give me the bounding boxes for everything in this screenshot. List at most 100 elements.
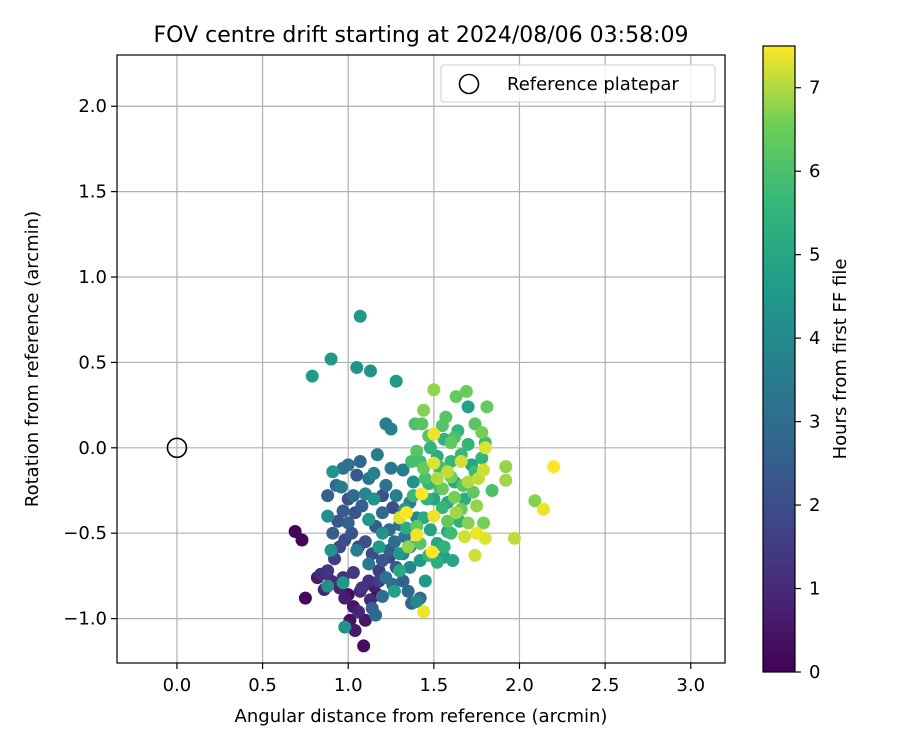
data-point [375,506,389,520]
colorbar-tick-label: 0 [809,662,820,683]
data-point [321,579,335,593]
colorbar: 0 1 2 3 4 5 6 7 Hours from first FF file [762,45,851,683]
colorbar-ticks: 0 1 2 3 4 5 6 7 [795,78,820,683]
data-point [355,499,369,513]
data-point [475,425,489,439]
data-point [338,591,352,605]
data-point [375,589,389,603]
y-tick-label: −1.0 [63,609,107,630]
data-point [499,460,513,474]
data-point [321,509,335,523]
data-point [351,605,365,619]
data-point [350,468,364,482]
colorbar-tick-label: 3 [809,412,820,433]
data-point [418,472,432,486]
data-point [475,451,489,465]
x-tick-label: 1.0 [334,675,363,696]
data-point [346,565,360,579]
data-point [384,461,398,475]
data-point [355,581,369,595]
data-point [444,436,458,450]
data-point [358,535,372,549]
data-point [439,410,453,424]
x-tick-label: 0.5 [248,675,277,696]
data-point [437,540,451,554]
x-axis-ticks: 0.0 0.5 1.0 1.5 2.0 2.5 3.0 [163,663,705,696]
x-tick-label: 2.0 [505,675,534,696]
data-point [485,484,499,498]
data-point [375,526,389,540]
legend-entry: Reference platepar [507,74,679,95]
data-point [386,501,400,515]
data-point [415,487,429,501]
colorbar-tick-label: 2 [809,495,820,516]
data-point [401,540,415,554]
data-point [477,516,491,530]
data-point [324,543,338,557]
data-point [393,564,407,578]
chart-title: FOV centre drift starting at 2024/08/06 … [154,23,689,48]
data-point [341,458,355,472]
data-point [470,526,484,540]
data-point [396,463,410,477]
data-point [449,506,463,520]
data-point [423,523,437,537]
data-point [415,417,429,431]
data-point [499,473,513,487]
data-point [418,574,432,588]
data-point [427,383,441,397]
data-point [326,526,340,540]
data-point [435,482,449,496]
data-point [341,516,355,530]
data-point [470,499,484,513]
data-point [461,475,475,489]
data-point [363,364,377,378]
data-point [441,514,455,528]
data-point [441,465,455,479]
data-points [288,309,561,653]
data-point [454,454,468,468]
data-point [387,584,401,598]
data-point [459,384,473,398]
data-point [338,620,352,634]
data-point [370,448,384,462]
y-axis-ticks: −1.0 −0.5 0.0 0.5 1.0 1.5 2.0 [63,96,117,630]
data-point [461,516,475,530]
data-point [427,427,441,441]
colorbar-tick-label: 4 [809,328,820,349]
y-tick-label: 1.5 [78,182,107,203]
data-point [372,540,386,554]
data-point [367,492,381,506]
legend-box [440,64,716,103]
data-point [478,441,492,455]
y-tick-label: 1.0 [78,267,107,288]
reference-point [166,437,188,459]
data-point [336,576,350,590]
data-point [417,605,431,619]
data-point [384,422,398,436]
data-point [468,548,482,562]
data-point [417,403,431,417]
data-point [321,564,335,578]
data-point [430,472,444,486]
data-point [427,509,441,523]
data-point [367,466,381,480]
data-point [357,639,371,653]
x-axis-label: Angular distance from reference (arcmin) [235,706,608,727]
data-point [295,533,309,547]
data-point [410,595,424,609]
y-tick-label: 0.5 [78,352,107,373]
legend-marker-icon [458,73,480,95]
grid-lines [117,55,725,663]
data-point [547,460,561,474]
x-tick-label: 1.5 [420,675,449,696]
data-point [406,475,420,489]
data-point [480,400,494,414]
data-point [334,480,348,494]
data-point [444,526,458,540]
data-point [410,444,424,458]
data-point [461,437,475,451]
data-point [458,530,472,544]
data-point [346,489,360,503]
data-point [353,454,367,468]
